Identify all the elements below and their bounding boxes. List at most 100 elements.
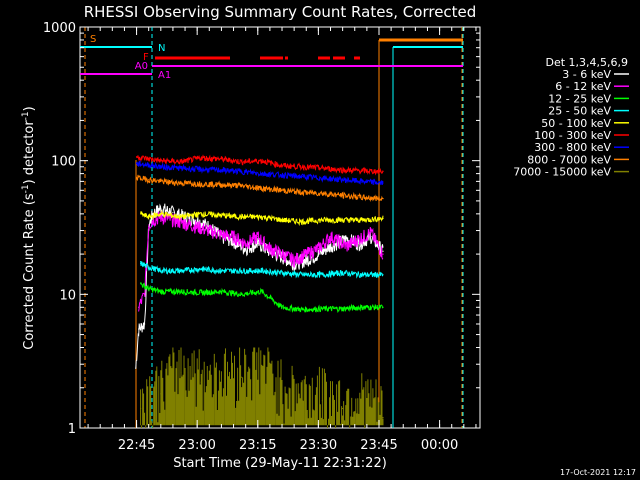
data-point <box>196 226 198 228</box>
data-point <box>220 270 223 272</box>
data-point <box>160 207 162 209</box>
x-axis-label: Start Time (29-May-11 22:31:22) <box>173 456 387 471</box>
series-100-300-kev <box>135 154 384 176</box>
series-3-6-kev <box>135 203 384 369</box>
data-point <box>241 161 243 163</box>
legend-label: 6 - 12 keV <box>555 80 611 93</box>
data-point <box>160 290 162 293</box>
data-point <box>305 259 307 261</box>
series-trace <box>135 203 384 369</box>
series-6-12-kev <box>137 211 384 312</box>
data-point <box>220 233 223 236</box>
data-point <box>135 176 138 178</box>
legend-label: 300 - 800 keV <box>534 141 611 154</box>
data-point <box>135 156 138 158</box>
data-point <box>180 290 182 293</box>
legend-label: 7000 - 15000 keV <box>513 166 611 179</box>
y-tick-label: 100 <box>51 155 76 170</box>
data-point <box>261 187 263 190</box>
y-axis-label-exp-1: -1 <box>21 184 31 193</box>
data-point <box>220 214 223 216</box>
data-point <box>281 174 283 176</box>
data-point <box>362 196 364 199</box>
data-point <box>281 219 283 221</box>
data-point <box>152 213 154 215</box>
data-point <box>261 270 263 272</box>
data-point <box>200 292 202 294</box>
data-point <box>321 219 324 221</box>
data-point <box>144 323 146 325</box>
data-point <box>317 247 319 250</box>
data-point <box>160 216 162 218</box>
data-point <box>160 160 162 162</box>
state-label-n: N <box>158 43 165 54</box>
data-point <box>342 407 344 410</box>
data-point <box>200 183 202 185</box>
data-point <box>220 381 223 383</box>
data-point <box>382 198 384 200</box>
data-point <box>172 211 174 214</box>
data-point <box>160 180 162 182</box>
data-point <box>321 274 324 276</box>
data-point <box>342 169 344 171</box>
x-tick-label: 23:00 <box>178 438 215 453</box>
data-point <box>200 213 202 215</box>
data-point <box>160 213 162 215</box>
data-point <box>200 157 202 159</box>
y-axis-label-main: Corrected Count Rate (s <box>22 193 37 350</box>
data-point <box>362 306 364 308</box>
state-label-f: F <box>143 52 149 63</box>
data-point <box>137 328 140 330</box>
x-tick-label: 00:00 <box>421 438 458 453</box>
data-point <box>241 216 243 218</box>
data-point <box>140 283 142 285</box>
data-point <box>321 308 324 310</box>
data-point <box>301 191 303 193</box>
data-point <box>208 229 210 232</box>
data-point <box>362 403 364 406</box>
y-tick-label: 10 <box>59 288 76 303</box>
series-800-7000-kev <box>135 174 384 202</box>
y-tick-label: 1 <box>68 422 76 437</box>
data-point <box>148 224 150 226</box>
data-point <box>241 270 243 272</box>
data-point <box>301 175 303 178</box>
data-point <box>342 219 344 221</box>
data-point <box>160 270 162 272</box>
data-point <box>137 306 140 308</box>
data-point <box>261 160 263 162</box>
legend-label: 50 - 100 keV <box>541 117 611 130</box>
data-point <box>342 272 344 274</box>
data-point <box>257 236 259 238</box>
data-point <box>148 158 150 160</box>
data-point <box>220 184 223 186</box>
data-point <box>261 173 263 175</box>
data-point <box>370 236 372 238</box>
data-point <box>342 308 344 310</box>
data-point <box>200 268 202 270</box>
data-point <box>317 253 319 255</box>
legend-title: Det 1,3,4,5,6,9 <box>545 56 628 69</box>
data-point <box>382 250 384 252</box>
data-point <box>200 168 202 171</box>
y-axis: Corrected Count Rate (s-1) detector-1) 1… <box>21 21 480 437</box>
data-point <box>245 242 247 245</box>
data-point <box>382 416 384 419</box>
x-tick-label: 22:45 <box>118 438 155 453</box>
data-point <box>281 164 283 167</box>
data-point <box>140 213 142 215</box>
legend-label: 800 - 7000 keV <box>527 153 611 166</box>
data-point <box>144 293 146 295</box>
data-point <box>362 219 364 221</box>
data-point <box>301 400 303 402</box>
data-point <box>220 158 223 160</box>
plot-frame <box>79 26 481 429</box>
series-trace <box>138 211 384 312</box>
data-point <box>293 259 295 261</box>
data-point <box>180 182 182 184</box>
data-point <box>370 231 372 234</box>
data-point <box>358 242 360 245</box>
data-point <box>184 222 186 224</box>
